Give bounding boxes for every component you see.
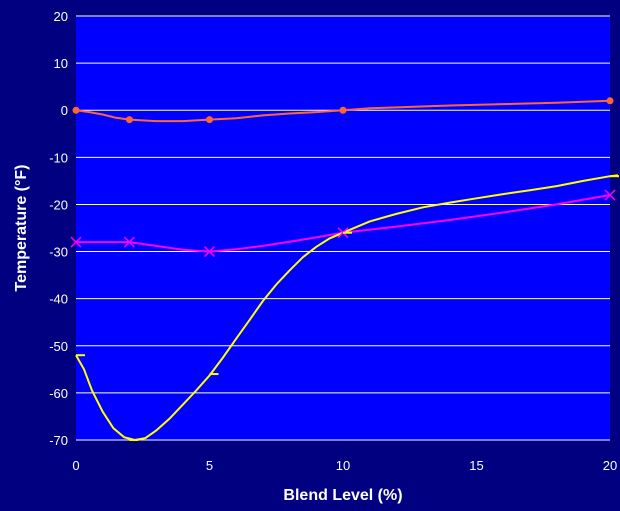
x-tick-label: 0 <box>72 458 79 473</box>
y-tick-label: -10 <box>49 150 68 165</box>
y-axis-tick-labels: 20 10 0 -10 -20 -30 -40 -50 -60 -70 <box>49 9 68 448</box>
data-point-marker <box>72 106 80 114</box>
gridlines <box>76 15 610 441</box>
y-axis-title: Temperature (°F) <box>13 164 30 291</box>
y-tick-label: -70 <box>49 433 68 448</box>
data-point-marker <box>339 106 347 114</box>
data-point-marker <box>604 189 616 201</box>
data-point-marker <box>206 116 213 124</box>
x-tick-label: 20 <box>603 458 617 473</box>
series-line-2 <box>76 194 611 253</box>
y-tick-label: -20 <box>49 197 68 212</box>
x-axis-tick-labels: 0 5 10 15 20 <box>72 458 617 473</box>
y-tick-label: -60 <box>49 386 68 401</box>
series-line-1 <box>75 99 611 123</box>
y-tick-label: -50 <box>49 339 68 354</box>
x-axis-title: Blend Level (%) <box>283 487 402 504</box>
x-tick-label: 10 <box>336 458 350 473</box>
y-tick-label: 10 <box>54 56 68 71</box>
x-tick-label: 5 <box>206 458 213 473</box>
x-tick-label: 15 <box>469 458 483 473</box>
y-tick-label: -30 <box>49 245 68 260</box>
plot-area <box>76 16 610 440</box>
data-point-marker <box>125 116 133 124</box>
series-lines <box>75 99 619 442</box>
series-markers <box>70 97 619 441</box>
data-point-marker <box>70 236 82 248</box>
data-point-marker <box>123 236 135 248</box>
data-point-marker <box>203 246 216 258</box>
y-tick-label: 20 <box>54 9 68 24</box>
data-point-marker <box>606 97 614 105</box>
y-tick-label: -40 <box>49 292 68 307</box>
y-tick-label: 0 <box>61 103 68 118</box>
series-line-3 <box>75 174 619 442</box>
